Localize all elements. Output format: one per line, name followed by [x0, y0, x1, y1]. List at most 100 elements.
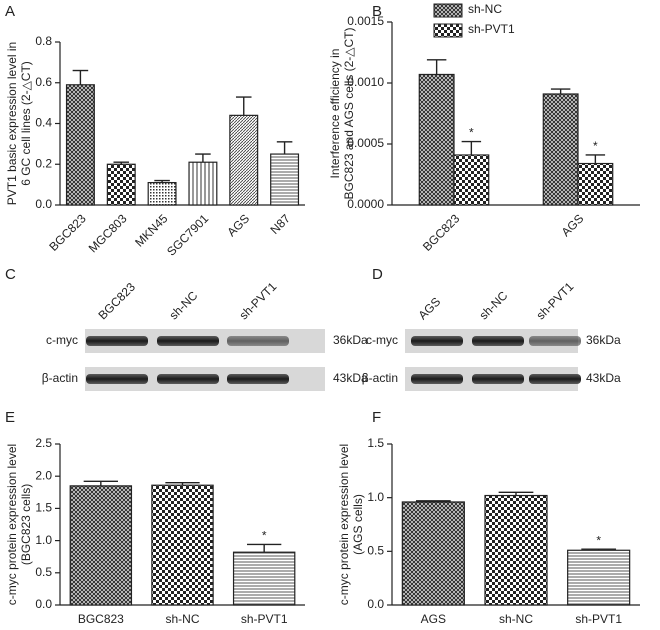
bar	[418, 73, 455, 206]
x-tick-label: BGC823	[420, 211, 463, 254]
bar	[270, 153, 300, 206]
error-bar	[247, 543, 282, 553]
y-axis-label: Interference efficiency in	[328, 49, 342, 179]
size-label: 36kDa	[586, 333, 621, 347]
legend-swatch	[433, 3, 463, 18]
y-tick-label: 0.0	[35, 197, 52, 211]
error-bar	[550, 88, 571, 94]
lane-label: sh-NC	[476, 288, 510, 322]
y-tick-label: 1.5	[367, 436, 384, 450]
bar	[401, 501, 465, 606]
lane-label: BGC823	[95, 280, 138, 323]
error-bar	[235, 96, 252, 116]
y-axis-label: BGC823 and AGS cells (2-△CT)	[342, 28, 356, 200]
y-axis-label: c-myc protein expression level	[5, 444, 19, 605]
bar	[232, 551, 296, 606]
blot-band	[86, 336, 148, 346]
y-axis-label: PVT1 basic expression level in	[5, 42, 19, 205]
blot-band	[411, 374, 463, 384]
blot-band	[86, 374, 148, 384]
blot-band	[157, 336, 219, 346]
bar	[577, 162, 614, 206]
protein-label: β-actin	[42, 371, 78, 385]
y-axis-label: c-myc protein expression level	[337, 444, 351, 605]
blot-band	[472, 374, 524, 384]
panel-label: C	[5, 266, 16, 283]
blot-band	[411, 336, 463, 346]
bar	[542, 93, 579, 206]
y-tick-label: 2.0	[35, 468, 52, 482]
y-tick-label: 1.5	[35, 501, 52, 515]
bar	[188, 161, 218, 206]
size-label: 36kDa	[333, 333, 368, 347]
protein-label: c-myc	[366, 333, 398, 347]
y-tick-label: 0.2	[35, 156, 52, 170]
error-bar	[498, 491, 534, 496]
x-tick-label: sh-PVT1	[241, 612, 288, 626]
panel-label: E	[5, 409, 15, 426]
y-tick-label: 0.0000	[347, 197, 384, 211]
x-tick-label: sh-NC	[499, 612, 533, 626]
x-tick-label: sh-NC	[165, 612, 199, 626]
x-tick-label: AGS	[224, 211, 252, 239]
size-label: 43kDa	[586, 371, 621, 385]
bar	[106, 163, 136, 206]
x-tick-label: N87	[267, 211, 293, 237]
y-axis-label: (BGC823 cells)	[19, 484, 33, 565]
significance-mark: *	[593, 139, 598, 153]
error-bar	[276, 141, 293, 155]
y-tick-label: 0.4	[35, 116, 52, 130]
y-tick-label: 0.0	[367, 597, 384, 611]
protein-label: β-actin	[362, 371, 398, 385]
lane-label: sh-PVT1	[236, 279, 279, 322]
error-bar	[585, 154, 606, 164]
y-axis-label: 6 GC cell lines (2-△CT)	[19, 61, 33, 186]
significance-mark: *	[262, 529, 267, 543]
lane-label: sh-NC	[166, 288, 200, 322]
x-tick-label: AGS	[421, 612, 446, 626]
y-tick-label: 0.6	[35, 75, 52, 89]
legend-swatch	[433, 23, 463, 38]
panel-label: D	[372, 266, 383, 283]
error-bar	[165, 481, 200, 486]
bar	[65, 84, 95, 206]
lane-label: AGS	[415, 295, 443, 323]
x-tick-label: MGC803	[86, 211, 130, 255]
legend-label: sh-NC	[468, 2, 502, 16]
x-tick-label: MKN45	[132, 211, 170, 249]
y-tick-label: 0.0	[35, 597, 52, 611]
y-tick-label: 0.0015	[347, 14, 384, 28]
error-bar	[154, 179, 170, 183]
blot-band	[227, 336, 289, 346]
x-tick-label: SGC7901	[164, 211, 211, 258]
bar	[147, 181, 177, 206]
panel-label: A	[5, 3, 15, 20]
x-tick-label: AGS	[559, 211, 587, 239]
x-tick-label: BGC823	[46, 211, 89, 254]
y-axis-label: (AGS cells)	[351, 494, 365, 555]
error-bar	[426, 59, 447, 75]
blot-band	[227, 374, 289, 384]
error-bar	[195, 153, 211, 163]
size-label: 43kDa	[333, 371, 368, 385]
panel-label: B	[372, 3, 382, 20]
blot-band	[472, 336, 524, 346]
bar	[69, 485, 133, 606]
error-bar	[72, 69, 89, 85]
y-tick-label: 0.0005	[347, 136, 384, 150]
blot-band	[529, 374, 581, 384]
error-bar	[113, 161, 130, 165]
blot-band	[529, 336, 581, 346]
bar	[453, 154, 490, 206]
significance-mark: *	[469, 126, 474, 140]
error-bar	[415, 500, 451, 502]
legend-label: sh-PVT1	[468, 22, 515, 36]
significance-mark: *	[596, 533, 601, 547]
y-tick-label: 0.5	[35, 565, 52, 579]
bar	[151, 484, 214, 606]
error-bar	[581, 548, 617, 551]
lane-label: sh-PVT1	[533, 279, 576, 322]
y-tick-label: 1.0	[35, 533, 52, 547]
protein-label: c-myc	[46, 333, 78, 347]
